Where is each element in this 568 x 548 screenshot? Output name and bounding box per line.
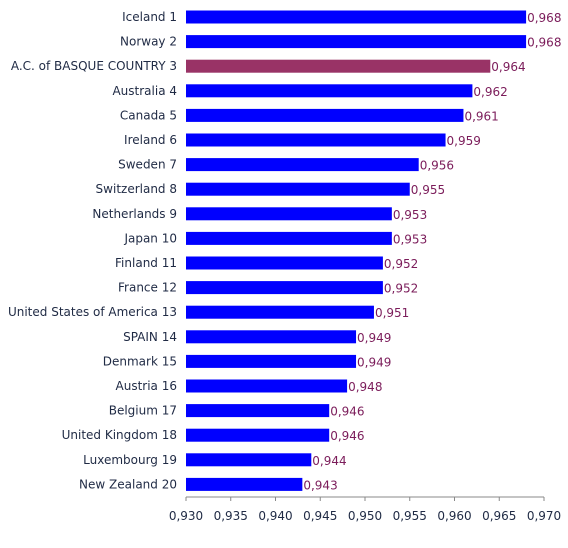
value-label: 0,953	[393, 208, 427, 222]
bar-11	[186, 256, 383, 270]
category-label: Austria 16	[116, 379, 177, 393]
category-label: Japan 10	[123, 231, 177, 245]
value-labels: 0,9680,9680,9640,9620,9610,9590,9560,955…	[303, 11, 561, 492]
bar-10	[186, 231, 392, 245]
bar-9	[186, 207, 392, 221]
value-label: 0,944	[312, 454, 346, 468]
bar-3	[186, 59, 491, 73]
x-tick-label: 0,935	[214, 509, 248, 523]
bar-4	[186, 84, 473, 98]
category-labels: Iceland 1 Norway 2 A.C. of BASQUE COUNTRY …	[8, 10, 177, 491]
category-label: SPAIN 14	[123, 330, 177, 344]
category-label: United States of America 13	[8, 305, 177, 319]
category-label: France 12	[118, 281, 177, 295]
x-tick-label: 0,965	[482, 509, 516, 523]
value-label: 0,962	[473, 85, 507, 99]
value-label: 0,949	[357, 331, 391, 345]
bar-19	[186, 453, 312, 467]
bar-6	[186, 133, 446, 147]
value-label: 0,946	[330, 429, 364, 443]
value-label: 0,968	[527, 11, 561, 25]
category-label: Iceland 1	[122, 10, 177, 24]
value-label: 0,968	[527, 36, 561, 50]
category-label: A.C. of BASQUE COUNTRY 3	[11, 59, 177, 73]
value-label: 0,949	[357, 355, 391, 369]
value-label: 0,952	[384, 257, 418, 271]
x-tick-label: 0,955	[393, 509, 427, 523]
bar-20	[186, 477, 303, 491]
bar-8	[186, 182, 410, 196]
category-label: Australia 4	[112, 84, 177, 98]
value-label: 0,956	[420, 159, 454, 173]
value-label: 0,955	[411, 183, 445, 197]
bars-layer	[186, 10, 527, 491]
x-tick-label: 0,950	[348, 509, 382, 523]
category-label: Netherlands 9	[92, 207, 177, 221]
value-label: 0,951	[375, 306, 409, 320]
value-label: 0,952	[384, 282, 418, 296]
bar-17	[186, 404, 330, 418]
value-label: 0,961	[464, 109, 498, 123]
bar-2	[186, 35, 527, 49]
value-label: 0,959	[447, 134, 481, 148]
value-label: 0,953	[393, 232, 427, 246]
bar-5	[186, 108, 464, 122]
category-label: Finland 11	[115, 256, 177, 270]
category-label: Norway 2	[120, 35, 177, 49]
bar-14	[186, 330, 357, 344]
x-tick-label: 0,930	[169, 509, 203, 523]
category-label: Canada 5	[120, 108, 177, 122]
category-label: Switzerland 8	[96, 182, 177, 196]
category-label: Belgium 17	[109, 404, 177, 418]
x-tick-label: 0,960	[437, 509, 471, 523]
category-label: United Kingdom 18	[62, 428, 177, 442]
category-label: Ireland 6	[124, 133, 177, 147]
bar-1	[186, 10, 527, 24]
category-label: Sweden 7	[118, 158, 177, 172]
bar-16	[186, 379, 348, 393]
bar-18	[186, 428, 330, 442]
bar-15	[186, 354, 357, 368]
bar-7	[186, 158, 419, 172]
category-label: Luxembourg 19	[83, 453, 177, 467]
value-label: 0,948	[348, 380, 382, 394]
value-label: 0,946	[330, 405, 364, 419]
category-label: Denmark 15	[103, 354, 177, 368]
x-tick-label: 0,970	[527, 509, 561, 523]
value-label: 0,943	[303, 478, 337, 492]
bar-13	[186, 305, 374, 319]
x-tick-label: 0,945	[303, 509, 337, 523]
value-label: 0,964	[491, 60, 525, 74]
x-tick-label: 0,940	[258, 509, 292, 523]
bar-12	[186, 281, 383, 295]
category-label: New Zealand 20	[79, 477, 177, 491]
x-axis: 0,930 0,935 0,940 0,945 0,950 0,955 0,960 0,965…	[169, 496, 561, 523]
